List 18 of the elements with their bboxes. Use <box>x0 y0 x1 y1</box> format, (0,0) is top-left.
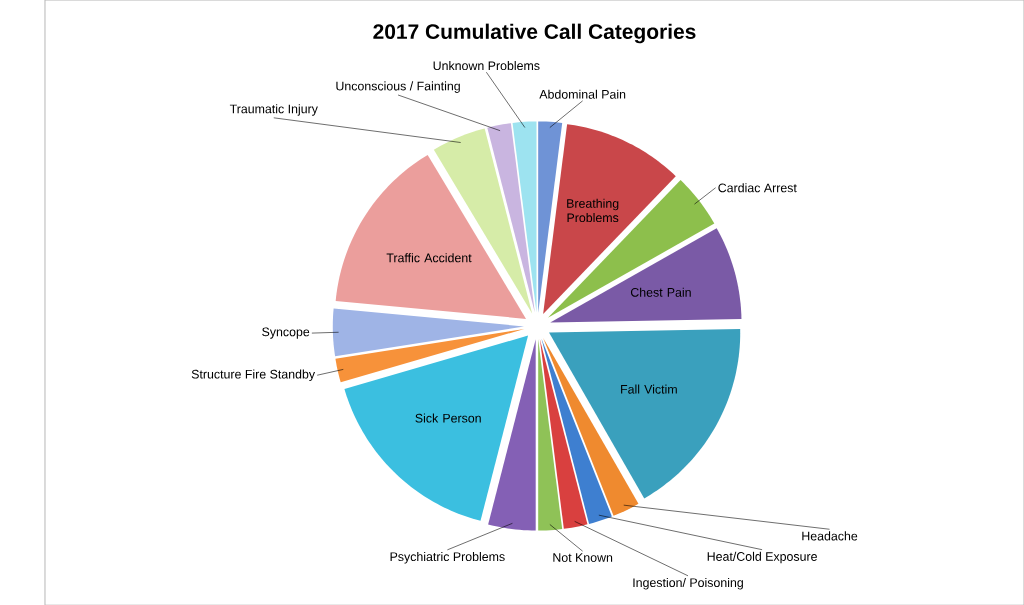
slice-label: Breathing Problems <box>567 198 619 223</box>
slice-label: Chest Pain <box>630 287 691 297</box>
slice-label: Not Known <box>553 553 613 562</box>
chart-title: 2017 Cumulative Call Categories <box>373 23 696 44</box>
slice-label: Unconscious / Fainting <box>336 81 460 93</box>
slice-label: Fall Victim <box>621 384 677 394</box>
slice-label: Unknown Problems <box>433 60 540 70</box>
slice-label: Headache <box>802 531 858 541</box>
slice-label: Psychiatric Problems <box>390 551 505 564</box>
slice-label: Heat/Cold Exposure <box>707 551 817 564</box>
slice-label: Cardiac Arrest <box>718 183 797 193</box>
slice-label: Traumatic Injury <box>229 104 318 116</box>
slice-label: Ingestion/ Poisoning <box>633 577 743 590</box>
slice-label: Sick Person <box>415 413 481 423</box>
slice-label: Syncope <box>262 327 310 339</box>
slice-label: Structure Fire Standby <box>191 369 316 381</box>
slice-label: Traffic Accident <box>386 253 472 263</box>
slice-label: Abdominal Pain <box>539 89 626 99</box>
